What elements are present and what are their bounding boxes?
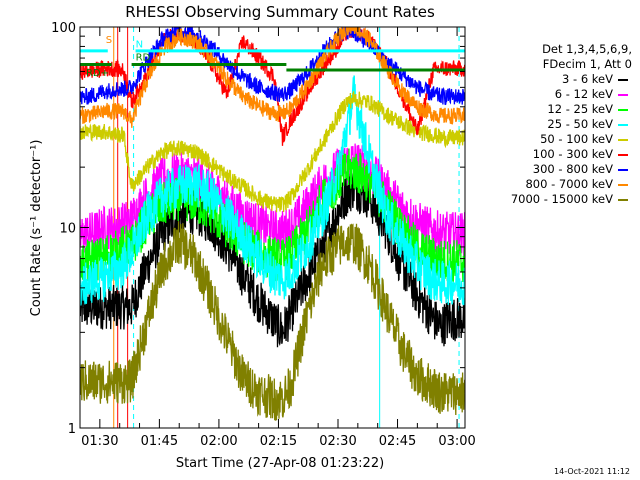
legend-item-label: 800 - 7000 keV [525,177,613,191]
y-tick-label: 100 [51,21,76,36]
x-tick-label: 02:00 [200,434,237,449]
footer-timestamp: 14-Oct-2021 11:12 [554,467,630,476]
legend-item-swatch [618,93,628,96]
annotation-label: S [106,35,112,46]
legend-item-swatch [618,183,628,186]
legend-item-label: 12 - 25 keV [547,102,613,116]
series-line [80,27,465,128]
series-7000to15000keV-kev [80,221,465,421]
annotations: S N RD RD+ [86,35,151,79]
series-800to7000keV-kev [80,27,465,128]
series-layer [80,27,465,421]
legend-item: 25 - 50 keV [484,117,632,132]
legend-item-swatch [618,153,628,156]
legend-item: 800 - 7000 keV [484,177,632,192]
x-axis-label: Start Time (27-Apr-08 01:23:22) [176,456,384,471]
legend: Det 1,3,4,5,6,9, FDecim 1, Att 0 3 - 6 k… [484,42,632,207]
legend-item-swatch [618,78,628,81]
legend-item: 50 - 100 keV [484,132,632,147]
legend-header-line-2: FDecim 1, Att 0 [542,57,632,71]
x-tick-label: 01:30 [81,434,118,449]
legend-item-label: 3 - 6 keV [562,72,613,86]
legend-item: 3 - 6 keV [484,72,632,87]
annotation-label: RD [136,53,151,64]
series-line [80,221,465,421]
annotation-label: N [136,40,143,51]
series-50to100keV-kev [80,91,465,213]
series-line [80,91,465,213]
series-300to800keV-kev [80,27,465,106]
x-tick-label: 02:15 [260,434,297,449]
series-line [80,75,465,306]
legend-item: 7000 - 15000 keV [484,192,632,207]
x-tick-label: 03:00 [438,434,475,449]
legend-item-swatch [618,198,628,201]
legend-item-label: 25 - 50 keV [547,117,613,131]
y-tick-label: 1 [68,422,76,437]
legend-item-swatch [618,108,628,111]
series-25to50keV-kev [80,75,465,306]
annotation-label: RD+ [86,68,109,79]
legend-item-label: 6 - 12 keV [554,87,613,101]
series-line [80,27,465,106]
series-3to6keV-kev [80,170,465,348]
legend-item-swatch [618,168,628,171]
axis-ticks: 01:30 01:45 02:00 02:15 02:30 02:45 03:00 1 10 10… [51,21,476,449]
x-tick-label: 01:45 [141,434,178,449]
x-tick-label: 02:45 [379,434,416,449]
legend-item: 12 - 25 keV [484,102,632,117]
legend-item: 100 - 300 keV [484,147,632,162]
legend-item: 300 - 800 keV [484,162,632,177]
y-axis-label: Count Rate (s⁻¹ detector⁻¹) [29,140,44,317]
legend-item-label: 300 - 800 keV [532,162,613,176]
legend-item-label: 100 - 300 keV [532,147,613,161]
legend-header-line-1: Det 1,3,4,5,6,9, [542,42,632,56]
chart-title: RHESSI Observing Summary Count Rates [125,3,435,21]
legend-item-swatch [618,138,628,141]
legend-item-label: 7000 - 15000 keV [510,192,613,206]
flag-bars [80,49,465,72]
legend-item: 6 - 12 keV [484,87,632,102]
legend-item-swatch [618,123,628,126]
y-tick-label: 10 [59,222,76,237]
series-line [80,170,465,348]
x-tick-label: 02:30 [319,434,356,449]
legend-item-label: 50 - 100 keV [540,132,613,146]
